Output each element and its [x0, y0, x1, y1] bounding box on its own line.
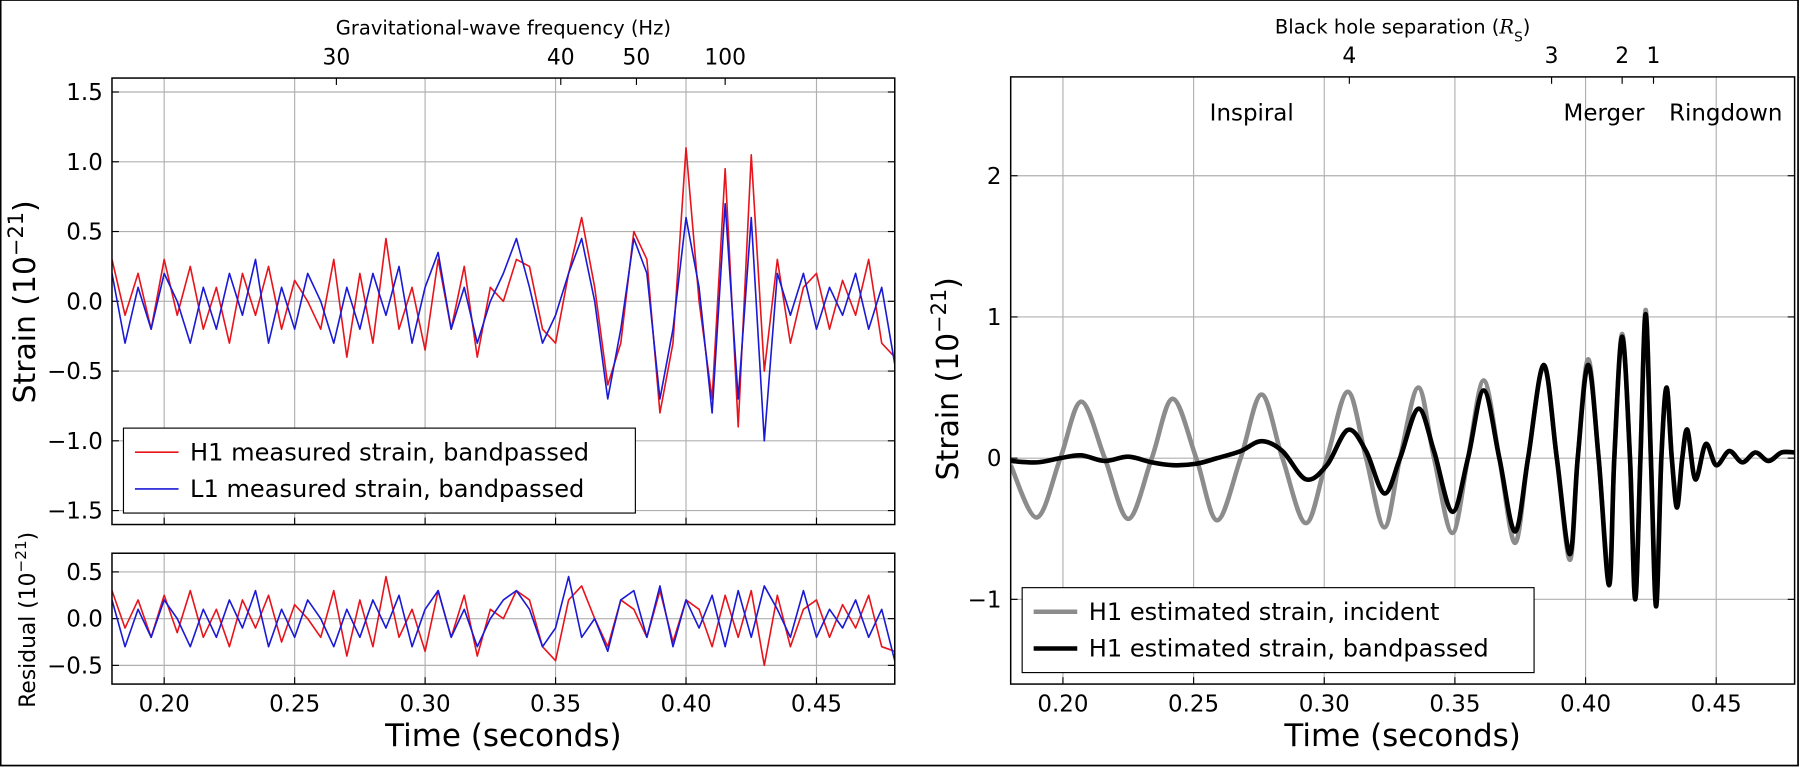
series-line: [111, 575, 895, 661]
axis-label-part: R: [1498, 15, 1514, 38]
x-tick-label: 0.45: [1691, 692, 1742, 718]
legend-label: H1 estimated strain, incident: [1089, 598, 1440, 626]
x-tick-label: 0.45: [791, 692, 842, 718]
axis-label: Strain (10−21): [4, 200, 43, 403]
y-tick-label: 1: [987, 305, 1002, 331]
axis-label-part: −21: [12, 540, 30, 572]
y-tick-label: 0.0: [66, 289, 102, 315]
axis-label-part: S: [1514, 29, 1523, 45]
y-tick-label: −1.5: [47, 499, 103, 525]
legend-label: H1 estimated strain, bandpassed: [1089, 635, 1489, 663]
axis-label-part: Residual (10: [16, 573, 41, 708]
y-tick-label: −1.0: [47, 429, 103, 455]
x2-tick-label: 30: [323, 45, 351, 70]
axes-frame: [111, 552, 896, 685]
annotation: Inspiral: [1210, 101, 1294, 127]
x-axis-label: Time (seconds): [384, 718, 621, 754]
axis-label-part: Strain (10: [931, 333, 966, 480]
y-tick-label: 0.5: [66, 220, 102, 246]
axis-label-part: −21: [4, 212, 28, 256]
y-tick-label: 1.0: [66, 150, 102, 176]
y-tick-label: 2: [987, 164, 1002, 190]
axis-label: Strain (10−21): [927, 277, 966, 480]
y-tick-label: 1.5: [66, 80, 102, 106]
axes-frame: [111, 77, 896, 526]
x-tick-label: 0.40: [660, 692, 711, 718]
plot-area: [1010, 76, 1795, 685]
axis-label-part: ): [8, 200, 43, 212]
x2-tick-label: 3: [1545, 44, 1559, 69]
series-line: [111, 575, 895, 667]
x2-axis-label: Gravitational-wave frequency (Hz): [336, 16, 671, 39]
legend-box: [122, 427, 636, 514]
x-tick-label: 0.30: [1299, 692, 1350, 718]
annotation: Merger: [1564, 101, 1646, 127]
series-line: [111, 202, 895, 442]
x-axis-label: Time (seconds): [1283, 718, 1520, 754]
legend-label: L1 measured strain, bandpassed: [190, 475, 584, 503]
y-tick-label: 0.5: [66, 560, 102, 586]
x-tick-label: 0.20: [1037, 692, 1088, 718]
x2-tick-label: 40: [547, 45, 575, 70]
axis-label: Black hole separation (RS): [1275, 15, 1530, 45]
x2-tick-label: 50: [623, 45, 651, 70]
axis-label: Residual (10−21): [12, 532, 41, 708]
axes: −1.5 −1.0 −0.5 0.0 0.5 1.0 1.5 30 40 50 100 Gravita…: [47, 16, 896, 526]
legend-box: [1021, 587, 1535, 674]
x-tick-label: 0.25: [269, 692, 320, 718]
legend: H1 measured strain, bandpassed L1 measure…: [122, 427, 636, 514]
y-tick-label: −0.5: [47, 653, 103, 679]
x2-tick-label: 100: [704, 45, 746, 70]
axis-label-part: ): [1523, 15, 1531, 38]
y-tick-label: −0.5: [47, 359, 103, 385]
x-tick-label: 0.35: [530, 692, 581, 718]
legend: H1 estimated strain, incident H1 estimate…: [1021, 587, 1535, 674]
axis-label-part: Black hole separation (: [1275, 15, 1499, 38]
x2-tick-label: 2: [1615, 44, 1629, 69]
axes: −0.5 0.0 0.5 0.20 0.25 0.30 0.35 0.40 0.45 Time (…: [47, 552, 896, 754]
x2-tick-label: 1: [1647, 44, 1661, 69]
annotation: Ringdown: [1669, 101, 1782, 127]
series-line: [111, 147, 895, 428]
legend-label: H1 measured strain, bandpassed: [190, 438, 589, 466]
x-tick-label: 0.35: [1429, 692, 1480, 718]
y-tick-label: 0: [987, 446, 1002, 472]
x-tick-label: 0.25: [1168, 692, 1219, 718]
series-line: [1010, 311, 1795, 609]
x-tick-label: 0.30: [400, 692, 451, 718]
x-tick-label: 0.40: [1560, 692, 1611, 718]
axes-frame: [1009, 76, 1796, 685]
y-tick-label: −1: [968, 587, 1002, 613]
y-tick-label: 0.0: [66, 607, 102, 633]
x-tick-label: 0.20: [139, 692, 190, 718]
axis-label-part: Strain (10: [8, 256, 43, 403]
axis-label-part: ): [931, 277, 966, 289]
axis-label-part: −21: [927, 289, 951, 333]
axis-label-part: ): [16, 532, 41, 541]
x2-tick-label: 4: [1342, 44, 1356, 69]
